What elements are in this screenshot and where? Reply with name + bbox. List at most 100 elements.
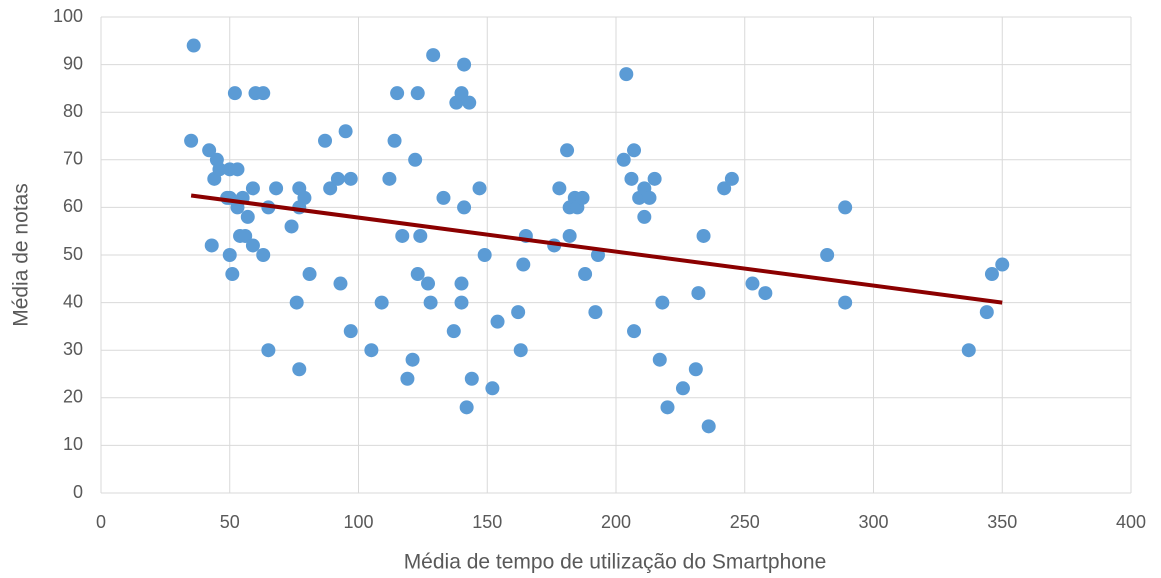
data-point [410,267,425,282]
y-tick-label: 90 [63,53,83,73]
data-point [961,343,976,358]
data-point [289,295,304,310]
y-tick-label: 20 [63,387,83,407]
data-point [627,324,642,339]
data-point [464,371,479,386]
data-point [627,143,642,158]
data-point [343,171,358,186]
data-point [511,305,526,320]
data-point [269,181,284,196]
data-point [454,295,469,310]
data-point [382,171,397,186]
data-point [292,362,307,377]
data-point [330,171,345,186]
data-point [204,238,219,253]
x-tick-label: 250 [730,512,760,532]
data-point [261,343,276,358]
data-point [202,143,217,158]
trend-line [190,193,1003,305]
data-point [338,124,353,139]
data-point [820,248,835,262]
data-point [552,181,567,196]
y-tick-label: 100 [53,6,83,26]
data-point [333,276,348,291]
data-point [675,381,690,396]
data-point [410,86,425,101]
data-point [446,324,461,339]
x-axis-title: Média de tempo de utilização do Smartpho… [404,551,827,574]
x-tick-label: 0 [96,512,106,532]
data-point [256,248,271,262]
y-tick-label: 30 [63,339,83,359]
x-tick-label: 300 [858,512,888,532]
y-tick-label: 50 [63,244,83,264]
data-point [323,181,338,196]
data-point [979,305,994,320]
data-point [516,257,531,272]
data-point [995,257,1010,272]
data-point [364,343,379,358]
data-point [302,267,317,282]
y-axis-title: Média de notas [10,183,33,327]
data-point [400,371,415,386]
data-point [395,228,410,243]
data-point [245,181,260,196]
data-point [457,200,472,215]
data-point [578,267,593,282]
data-point [647,171,662,186]
data-point [560,143,575,158]
data-point [588,305,603,320]
data-point [838,200,853,215]
data-point [696,228,711,243]
data-point [245,238,260,253]
data-point [387,133,402,148]
data-point [562,228,577,243]
data-point [724,171,739,186]
data-point [222,248,237,262]
data-point [660,400,675,415]
data-point [745,276,760,291]
data-point [405,352,420,367]
data-point [655,295,670,310]
data-point [513,343,528,358]
x-tick-label: 400 [1116,512,1146,532]
data-point [575,190,590,205]
y-tick-label: 0 [73,482,83,502]
data-point [459,400,474,415]
data-point [212,162,227,177]
data-point [284,219,299,234]
data-point [423,295,438,310]
data-point [256,86,271,101]
data-point [758,286,773,301]
data-point [297,190,312,205]
data-point [652,352,667,367]
x-tick-label: 200 [601,512,631,532]
y-tick-label: 70 [63,149,83,169]
data-point [240,209,255,224]
x-tick-label: 150 [472,512,502,532]
data-point [230,162,245,177]
data-point [642,190,657,205]
data-point [454,276,469,291]
data-point [318,133,333,148]
data-point [436,190,451,205]
data-point [421,276,436,291]
data-point [343,324,358,339]
data-point [616,152,631,167]
y-tick-label: 60 [63,196,83,216]
data-point [374,295,389,310]
data-point [490,314,505,329]
data-point [691,286,706,301]
x-tick-label: 50 [220,512,240,532]
data-point [688,362,703,377]
x-tick-label: 100 [343,512,373,532]
x-tick-label: 350 [987,512,1017,532]
data-point [454,86,469,101]
data-point [485,381,500,396]
y-tick-label: 10 [63,434,83,454]
data-point [390,86,405,101]
y-tick-label: 80 [63,101,83,121]
data-point [624,171,639,186]
data-point [637,209,652,224]
